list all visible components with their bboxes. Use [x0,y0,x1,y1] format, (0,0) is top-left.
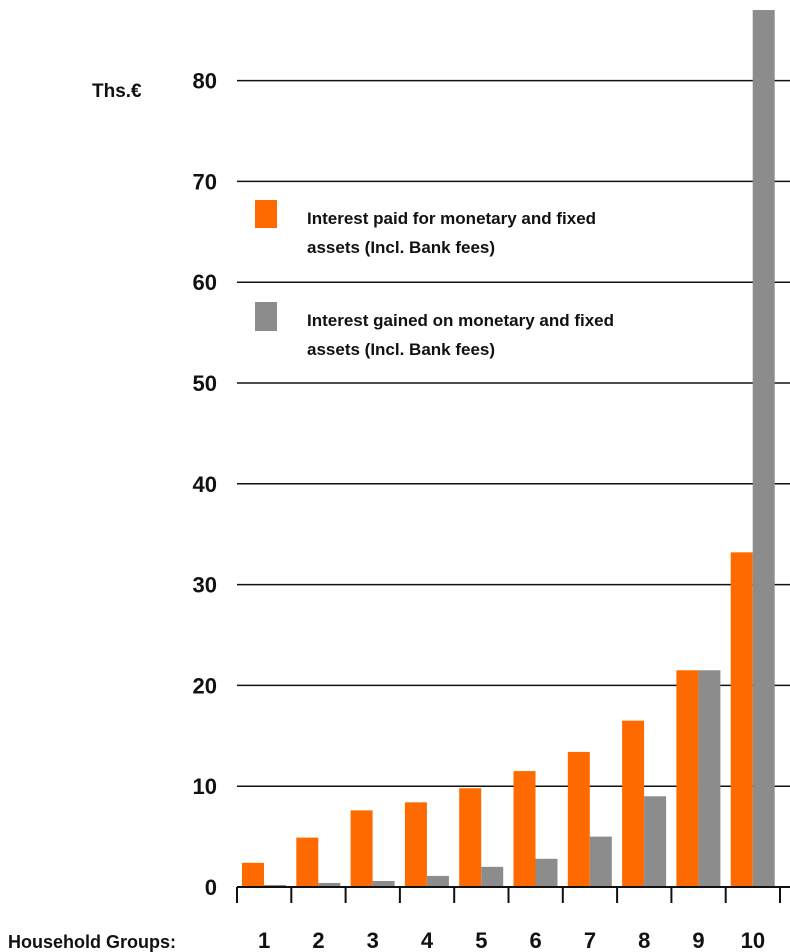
legend-label-gained-line2: assets (Incl. Bank fees) [307,340,495,359]
bar-interest-gained-6 [535,858,558,887]
legend-label-paid-line1: Interest paid for monetary and fixed [307,209,596,228]
legend-label-gained-line1: Interest gained on monetary and fixed [307,311,614,330]
x-tick-label-5: 5 [475,928,487,952]
x-tick-label-8: 8 [638,928,650,952]
bar-interest-paid-3 [350,810,373,887]
bar-interest-gained-7 [589,836,612,887]
bar-interest-gained-1 [264,884,286,887]
bar-interest-gained-5 [481,866,504,887]
bars [242,10,775,888]
x-tick-label-2: 2 [312,928,324,952]
bar-interest-paid-7 [567,751,590,887]
bar-interest-gained-8 [644,796,667,887]
bar-interest-paid-1 [242,862,264,887]
legend-swatch-gained [255,302,277,331]
bar-interest-paid-5 [459,788,482,887]
y-tick-labels: 0 10 20 30 40 50 60 70 80 [193,69,217,900]
bar-interest-paid-8 [622,720,645,887]
x-tick-label-3: 3 [367,928,379,952]
y-tick-label-10: 10 [193,774,217,799]
bar-interest-gained-3 [372,880,395,887]
y-tick-label-20: 20 [193,673,217,698]
bar-interest-gained-9 [698,670,721,887]
x-tick-labels: 1 2 3 4 5 6 7 8 9 10 [258,928,765,952]
gridlines [237,79,790,787]
y-tick-label-30: 30 [193,573,217,598]
legend: Interest paid for monetary and fixed ass… [255,200,614,359]
y-tick-label-70: 70 [193,169,217,194]
y-tick-label-0: 0 [205,875,217,900]
x-tick-label-1: 1 [258,928,270,952]
bar-interest-paid-4 [404,802,427,887]
y-tick-label-80: 80 [193,69,217,94]
bar-interest-paid-9 [676,670,699,887]
x-tick-label-10: 10 [741,928,765,952]
y-tick-label-50: 50 [193,371,217,396]
bar-interest-gained-4 [426,875,449,887]
bar-interest-paid-10 [730,552,753,887]
y-tick-label-60: 60 [193,270,217,295]
legend-label-paid-line2: assets (Incl. Bank fees) [307,238,495,257]
x-tick-label-7: 7 [584,928,596,952]
x-tick-label-9: 9 [692,928,704,952]
bar-interest-gained-10 [752,10,775,888]
x-axis-label: Household Groups: [8,932,176,952]
x-tick-label-4: 4 [421,928,434,952]
bar-interest-paid-6 [513,771,536,887]
bar-interest-paid-2 [296,837,319,887]
y-tick-label-40: 40 [193,472,217,497]
bar-interest-gained-2 [318,882,341,887]
x-tick-label-6: 6 [530,928,542,952]
x-axis [236,886,790,903]
legend-swatch-paid [255,200,277,228]
y-unit-label: Ths.€ [92,81,142,102]
